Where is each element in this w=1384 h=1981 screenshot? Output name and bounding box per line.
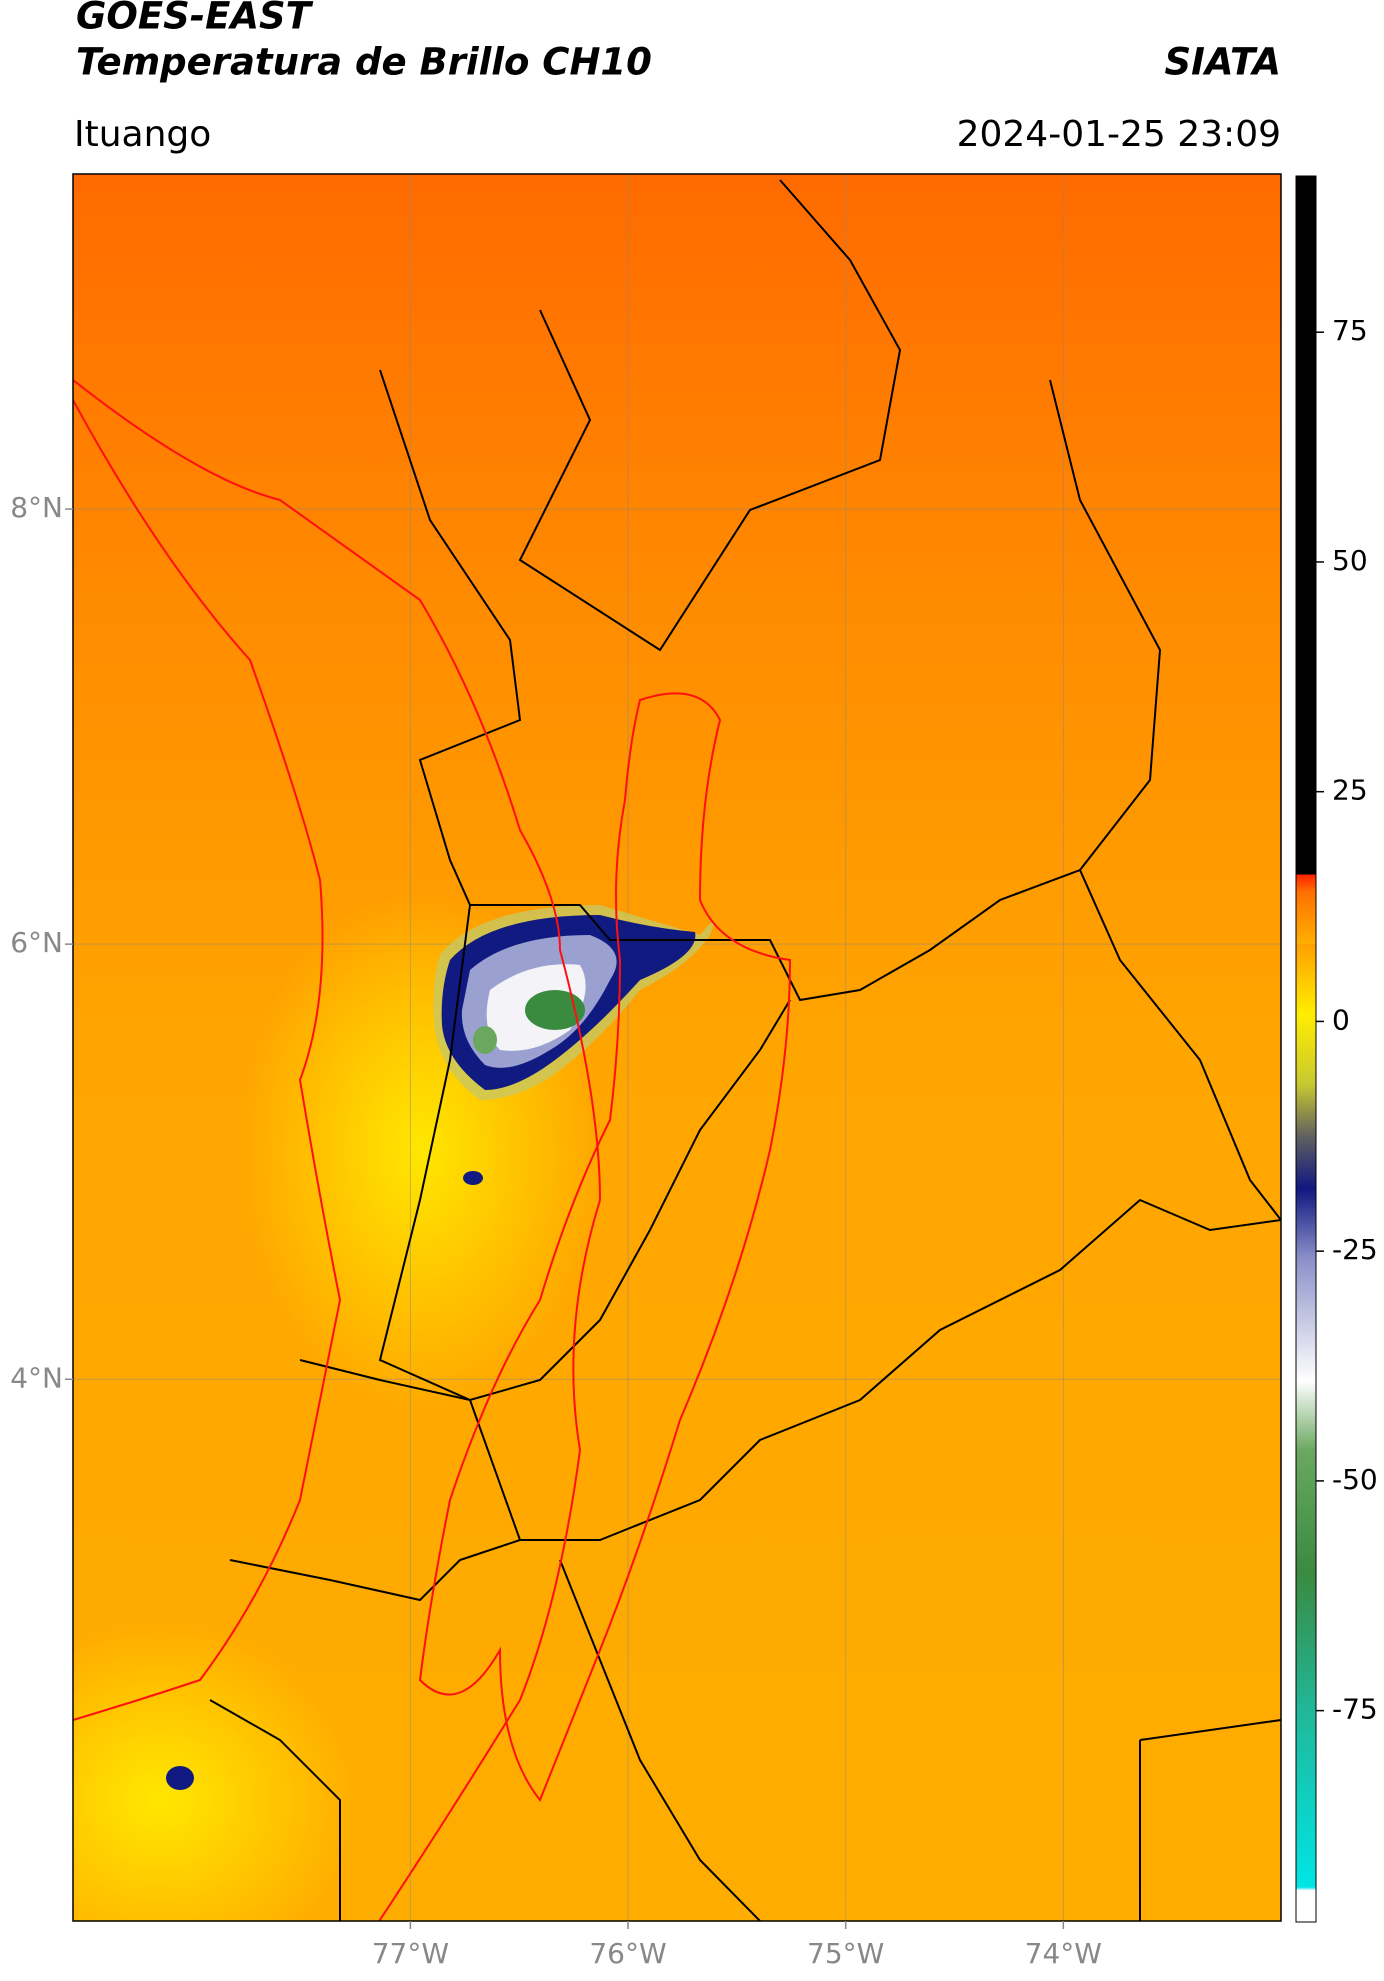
borders	[209, 179, 1281, 1921]
coastline-and-basin	[73, 379, 792, 1921]
colorbar-ticks: -75 -50 -25 0 25 50 75	[1316, 314, 1378, 1726]
map	[73, 174, 1281, 1921]
subtitle: Temperatura de Brillo CH10	[76, 41, 652, 84]
warm-area	[73, 1620, 360, 1921]
x-tick-label: 77°W	[372, 1937, 449, 1970]
small-cell	[463, 1171, 483, 1185]
datetime: 2024-01-25 23:09	[957, 114, 1281, 155]
title: GOES-EAST	[76, 0, 314, 38]
small-cell	[166, 1766, 194, 1790]
x-tick-label: 75°W	[807, 1937, 884, 1970]
colorbar-tick-label: 25	[1332, 774, 1368, 807]
y-tick-label: 8°N	[10, 491, 63, 524]
y-tick-label: 4°N	[10, 1361, 63, 1394]
colorbar	[1295, 175, 1317, 1923]
map-frame	[72, 173, 1282, 1922]
colorbar-tick-label: -75	[1332, 1693, 1378, 1726]
x-tick-label: 76°W	[589, 1937, 666, 1970]
colorbar-tick-label: 50	[1332, 544, 1368, 577]
colorbar-tick-label: -25	[1332, 1233, 1378, 1266]
map-ticks: 77°W 76°W 75°W 74°W 4°N 6°N 8°N	[10, 491, 1102, 1970]
grid	[73, 174, 1281, 1921]
storm-top	[525, 990, 585, 1030]
brand: SIATA	[1164, 41, 1281, 84]
colorbar-tick-label: -50	[1332, 1463, 1378, 1496]
x-tick-label: 74°W	[1025, 1937, 1102, 1970]
storm-top	[473, 1026, 497, 1054]
y-tick-label: 6°N	[10, 926, 63, 959]
colorbar-tick-label: 0	[1332, 1003, 1350, 1036]
colorbar-tick-label: 75	[1332, 314, 1368, 347]
location: Ituango	[74, 114, 211, 155]
